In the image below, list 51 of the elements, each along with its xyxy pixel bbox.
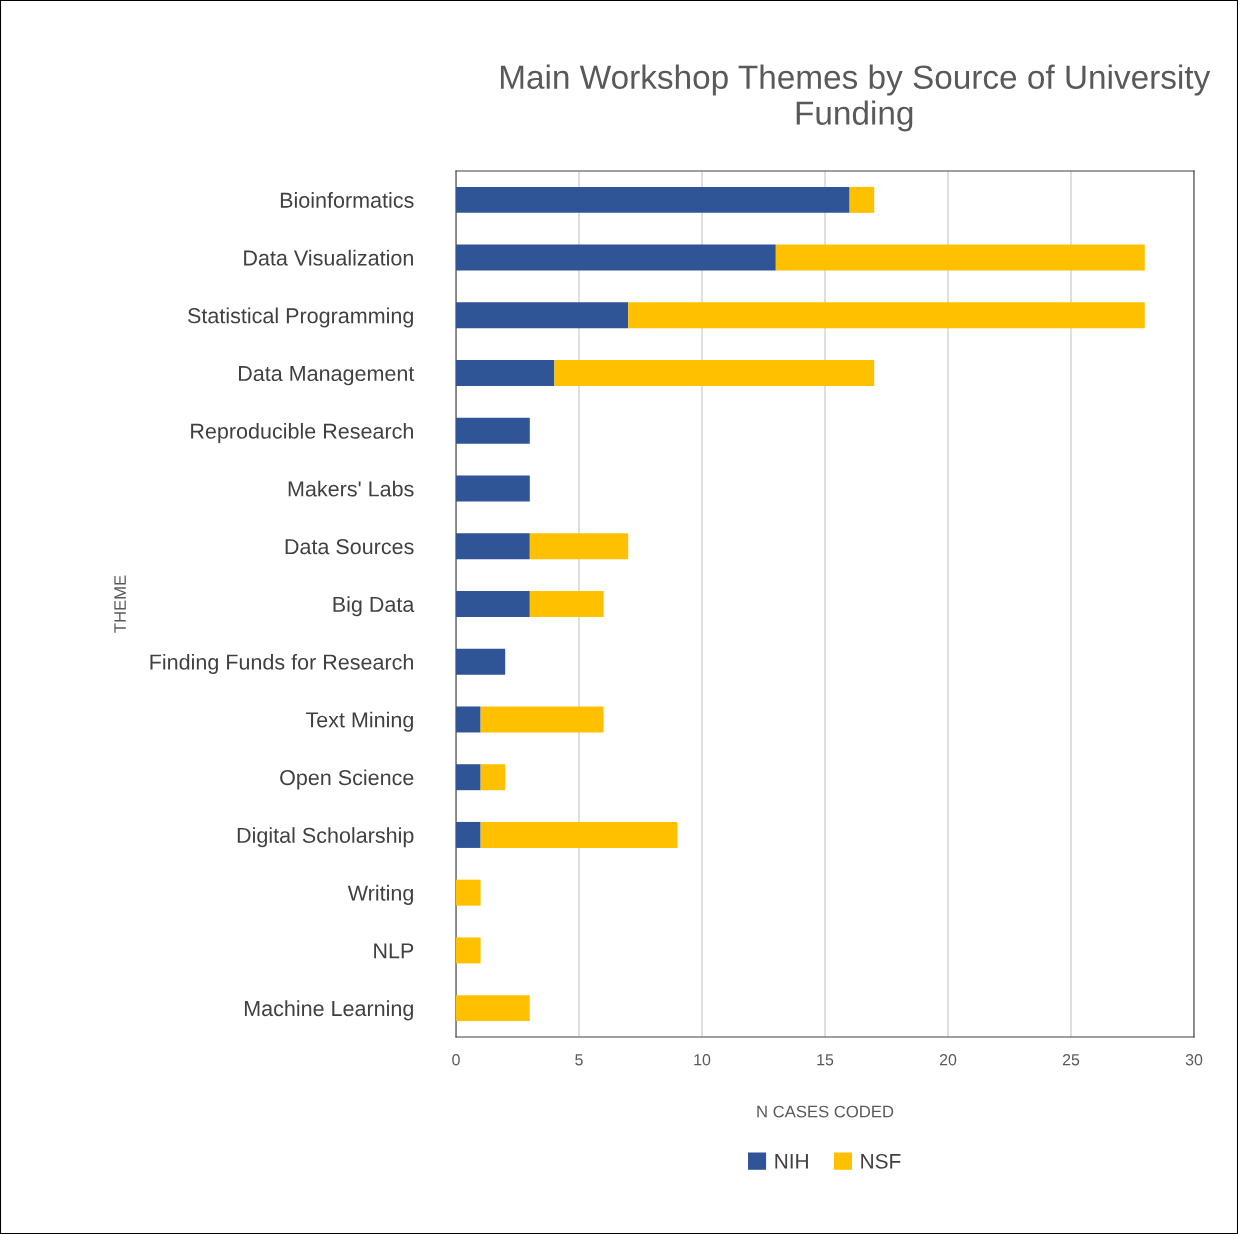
- bar: [529, 591, 604, 617]
- legend-label: NIH: [775, 1154, 808, 1169]
- bar: [628, 302, 1145, 329]
- chart-title: Main Workshop Themes by Source of University Funding: [500, 64, 1211, 132]
- bar: [456, 417, 530, 444]
- bar: [456, 706, 481, 733]
- bar: [849, 186, 875, 213]
- bar: [456, 533, 530, 560]
- bar: [554, 360, 875, 387]
- bar: [480, 764, 506, 791]
- x-axis-title: N CASES CODED: [757, 1105, 894, 1118]
- bar: [480, 706, 604, 733]
- y-tick-label: Data Visualization: [244, 249, 413, 266]
- x-tick-label: 25: [1062, 1054, 1080, 1066]
- bar: [456, 937, 481, 964]
- bar: [456, 995, 530, 1022]
- bar: [456, 244, 776, 271]
- y-tick-label: Statistical Programming: [188, 307, 413, 328]
- y-tick-label: Text Mining: [305, 711, 413, 732]
- bar: [480, 821, 678, 848]
- y-axis-title: THEME: [114, 575, 126, 633]
- x-tick-label: 0: [452, 1054, 460, 1066]
- legend-label: NSF: [861, 1153, 901, 1169]
- y-tick-label: Big Data: [333, 596, 415, 617]
- y-tick-label: Machine Learning: [244, 1000, 413, 1021]
- bar: [456, 591, 530, 617]
- x-tick-label: 5: [575, 1054, 583, 1066]
- y-tick-label: NLP: [374, 943, 414, 959]
- y-tick-label: Writing: [347, 884, 413, 905]
- y-tick-label: Makers' Labs: [288, 480, 414, 497]
- y-tick-label: Reproducible Research: [191, 423, 413, 444]
- y-tick-label: Finding Funds for Research: [150, 653, 413, 674]
- bar: [456, 764, 481, 791]
- x-tick-label: 10: [694, 1054, 711, 1066]
- x-tick-label: 30: [1185, 1054, 1203, 1066]
- y-tick-label: Data Management: [239, 366, 415, 386]
- x-tick-label: 20: [939, 1054, 957, 1066]
- bar: [456, 186, 850, 213]
- bar: [456, 360, 555, 387]
- bar: [456, 302, 629, 329]
- x-tick-label: 15: [817, 1054, 834, 1066]
- bar: [529, 533, 629, 560]
- bar: [456, 879, 481, 906]
- bar: [456, 648, 506, 675]
- bar: [456, 475, 530, 502]
- bar: [775, 244, 1145, 271]
- y-tick-label: Data Sources: [285, 539, 414, 555]
- y-tick-label: Open Science: [280, 769, 414, 790]
- y-tick-label: Bioinformatics: [280, 192, 414, 208]
- bar: [456, 821, 481, 848]
- y-tick-label: Digital Scholarship: [237, 827, 414, 848]
